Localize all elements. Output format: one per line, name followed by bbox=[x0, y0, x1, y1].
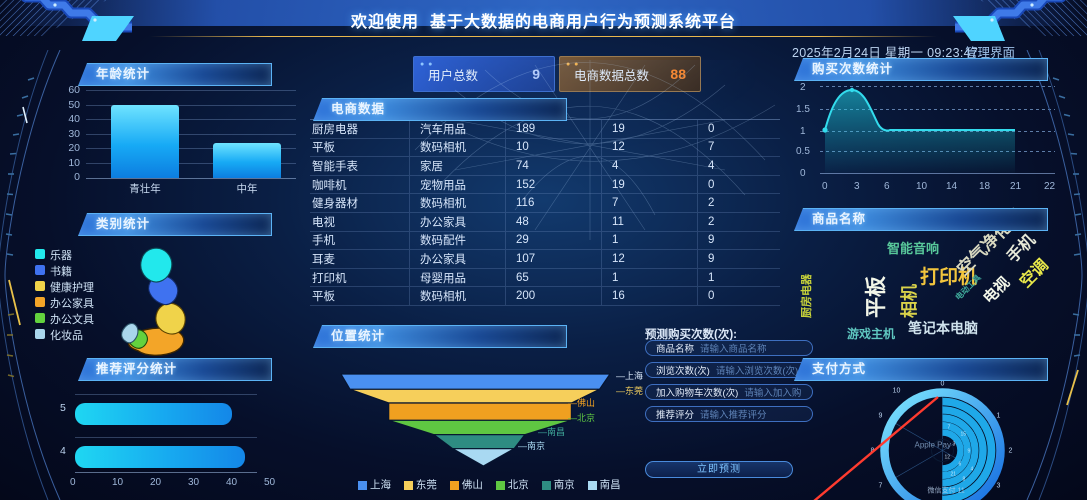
svg-text:4: 4 bbox=[971, 467, 974, 473]
svg-text:15: 15 bbox=[961, 432, 967, 438]
svg-text:9: 9 bbox=[968, 449, 971, 455]
svg-text:1: 1 bbox=[997, 413, 1001, 420]
svg-text:12: 12 bbox=[945, 455, 951, 461]
svg-text:7: 7 bbox=[948, 425, 951, 431]
svg-text:3: 3 bbox=[953, 442, 956, 448]
svg-text:6: 6 bbox=[959, 462, 962, 468]
svg-text:3: 3 bbox=[997, 483, 1001, 490]
svg-text:8: 8 bbox=[963, 477, 966, 483]
svg-text:21: 21 bbox=[951, 472, 957, 478]
svg-text:0: 0 bbox=[941, 381, 945, 388]
svg-text:10: 10 bbox=[893, 388, 901, 395]
